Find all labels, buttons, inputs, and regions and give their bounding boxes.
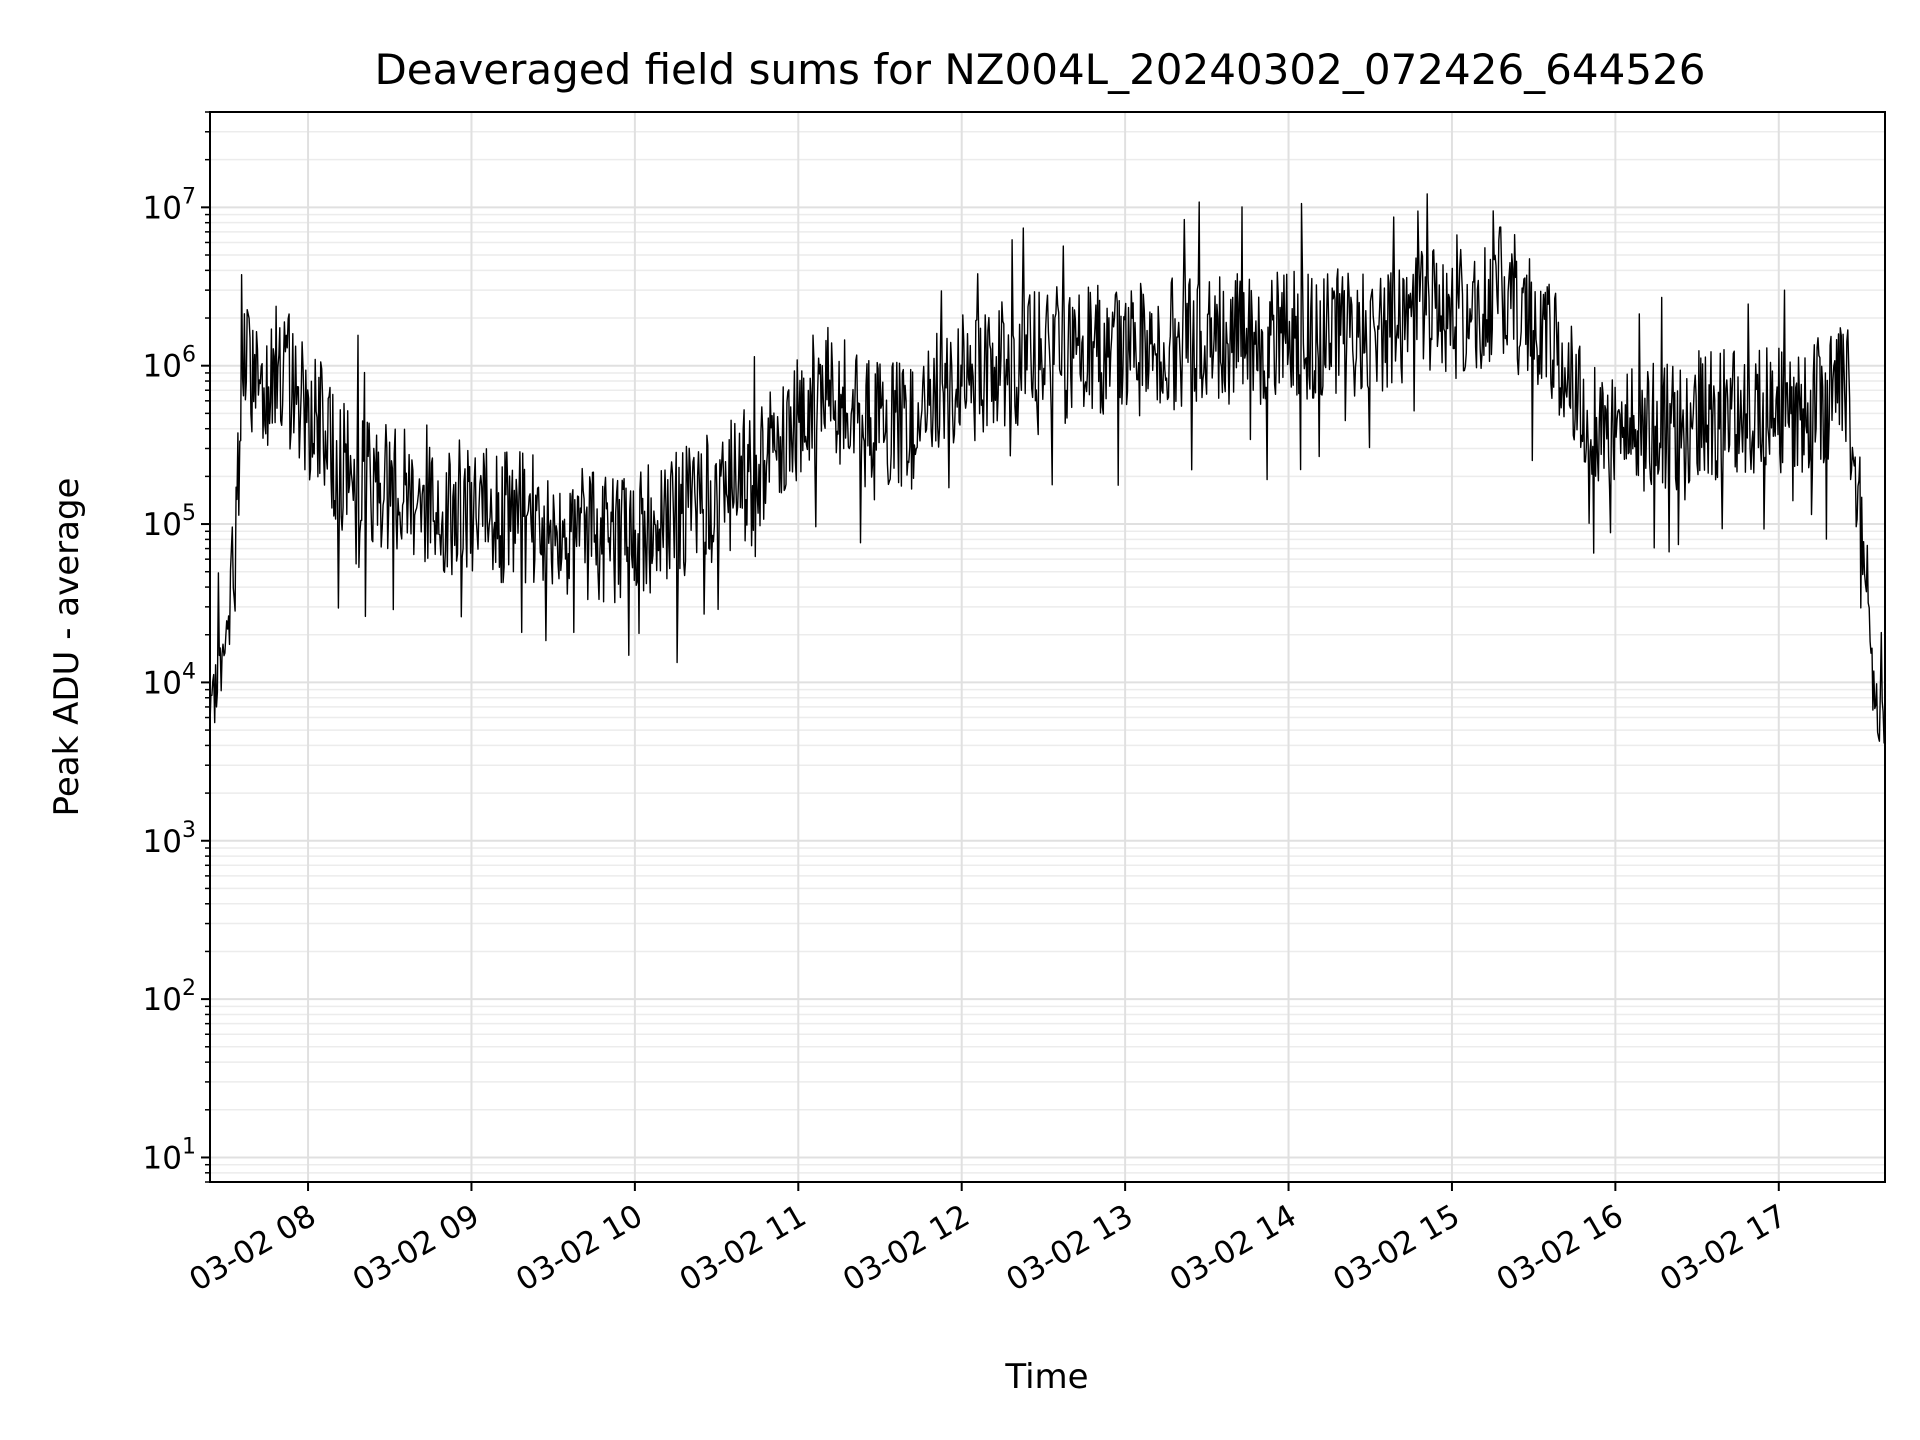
y-tick-label: 101 [143, 1134, 196, 1176]
y-tick-label: 105 [143, 501, 196, 543]
y-tick-label: 102 [143, 976, 196, 1018]
y-axis: 101 102 103 104 105 106 107 [143, 111, 210, 1183]
x-axis-label: Time [1004, 1357, 1088, 1397]
y-tick-label: 104 [143, 659, 196, 701]
y-tick-label: 106 [143, 343, 196, 385]
chart-title: Deaveraged field sums for NZ004L_2024030… [374, 45, 1705, 94]
grid [210, 111, 1885, 1183]
plot-frame [209, 111, 1886, 1183]
series-line [209, 193, 1886, 744]
y-tick-label: 107 [143, 184, 196, 226]
series [209, 193, 1886, 744]
y-tick-label: 103 [143, 818, 196, 860]
y-axis-label: Peak ADU - average [47, 478, 87, 817]
